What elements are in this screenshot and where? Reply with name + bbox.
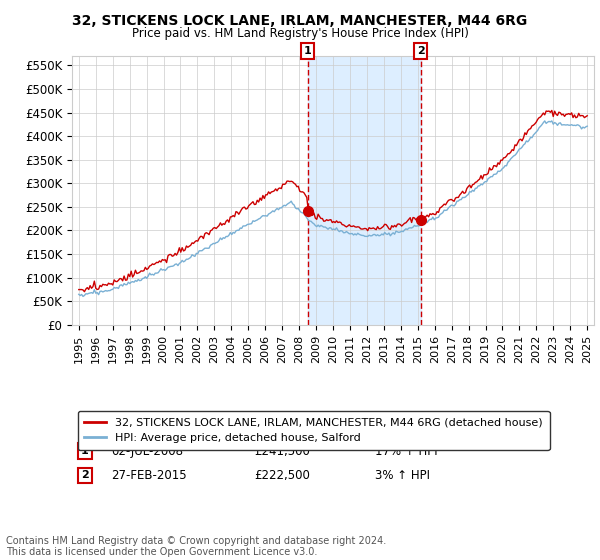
Text: Contains HM Land Registry data © Crown copyright and database right 2024.
This d: Contains HM Land Registry data © Crown c… (6, 535, 386, 557)
Text: 17% ↑ HPI: 17% ↑ HPI (375, 445, 437, 458)
Bar (308, 56, 421, 325)
Legend: 32, STICKENS LOCK LANE, IRLAM, MANCHESTER, M44 6RG (detached house), HPI: Averag: 32, STICKENS LOCK LANE, IRLAM, MANCHESTE… (77, 411, 550, 450)
Text: 32, STICKENS LOCK LANE, IRLAM, MANCHESTER, M44 6RG: 32, STICKENS LOCK LANE, IRLAM, MANCHESTE… (73, 14, 527, 28)
Text: 3% ↑ HPI: 3% ↑ HPI (375, 469, 430, 482)
Text: 27-FEB-2015: 27-FEB-2015 (111, 469, 187, 482)
Text: 1: 1 (304, 46, 311, 56)
Text: 1: 1 (81, 446, 89, 456)
Text: £241,500: £241,500 (254, 445, 311, 458)
Text: 2: 2 (417, 46, 424, 56)
Text: Price paid vs. HM Land Registry's House Price Index (HPI): Price paid vs. HM Land Registry's House … (131, 27, 469, 40)
Text: 02-JUL-2008: 02-JUL-2008 (111, 445, 183, 458)
Text: £222,500: £222,500 (254, 469, 311, 482)
Text: 2: 2 (81, 470, 89, 480)
